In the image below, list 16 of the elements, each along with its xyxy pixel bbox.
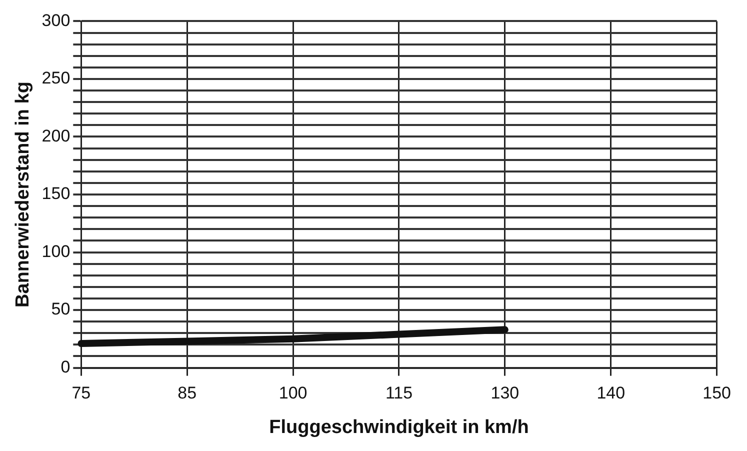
y-tick-label: 200	[42, 126, 70, 146]
y-tick-label: 150	[42, 184, 70, 204]
x-tick-label: 140	[596, 384, 626, 403]
x-tick-label: 100	[278, 384, 308, 403]
x-tick-label: 75	[72, 384, 91, 403]
y-tick-label: 100	[42, 242, 70, 261]
x-tick-label: 130	[490, 384, 520, 403]
y-tick-label: 250	[42, 68, 70, 88]
y-tick-label: 50	[51, 300, 70, 319]
x-tick-label: 150	[702, 384, 732, 403]
x-tick-label: 115	[385, 384, 413, 403]
x-axis-title: Fluggeschwindigkeit in km/h	[269, 416, 529, 438]
y-tick-label: 300	[42, 10, 70, 30]
y-axis-title: Bannerwiederstand in kg	[12, 82, 34, 308]
y-tick-label: 0	[60, 357, 70, 376]
x-tick-label: 85	[178, 384, 197, 403]
